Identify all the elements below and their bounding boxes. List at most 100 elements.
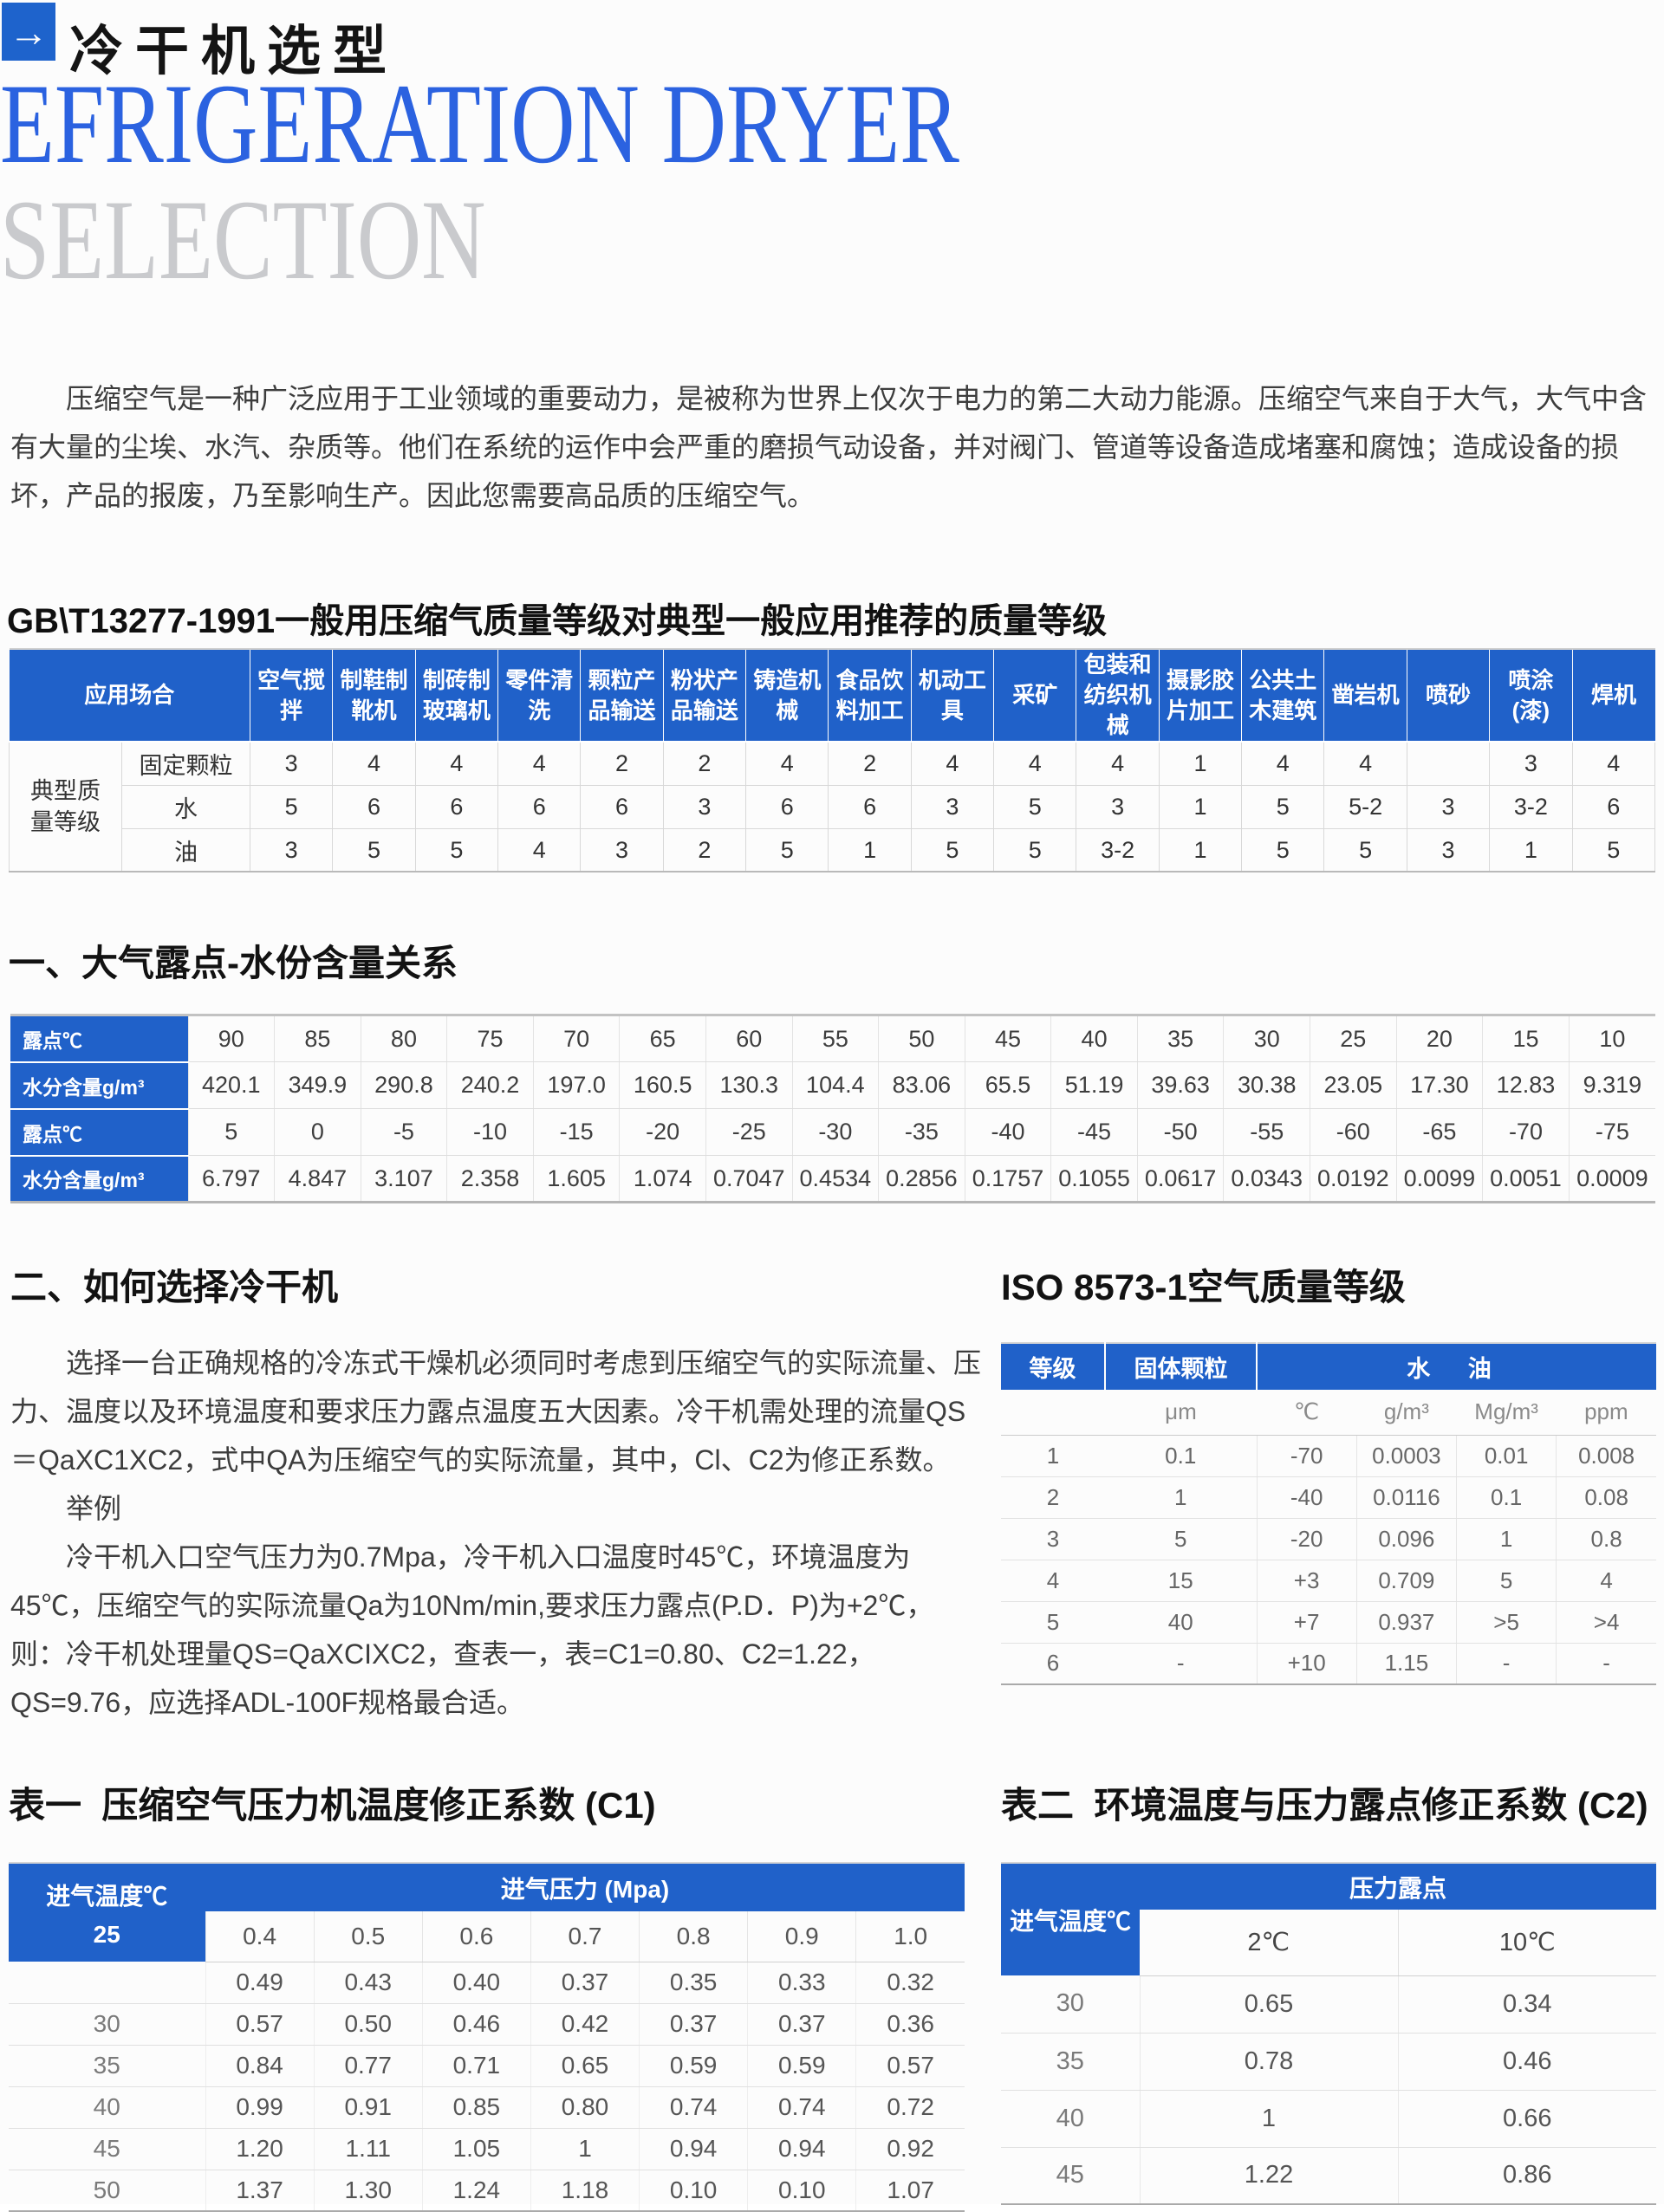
- iso-cell: +7: [1256, 1601, 1357, 1644]
- c2-cell: 0.65: [1139, 1975, 1398, 2034]
- c1-cell: 0.94: [639, 2128, 748, 2170]
- c2-row-label: 30: [1001, 1975, 1140, 2034]
- iso-cell: 0.709: [1355, 1560, 1457, 1602]
- iso-cell: 0.8: [1556, 1518, 1656, 1560]
- iso-cell: -40: [1256, 1476, 1357, 1519]
- dew-cell: -50: [1136, 1108, 1224, 1156]
- table-row: 水 5 6 6 6 6 3 6 6 3 5 3 1 5 5-2 3 3-2 6: [10, 784, 1656, 829]
- gb-cell: 4: [497, 827, 582, 872]
- c1-cell: 0.57: [855, 2045, 965, 2087]
- gb-group-label: 典型质量等级: [9, 741, 122, 872]
- gb-cell: 5: [414, 827, 499, 872]
- table-row: 油 3 5 5 4 3 2 5 1 5 5 3-2 1 5 5 3 1 5: [10, 827, 1656, 872]
- gb-cell: 5: [993, 784, 1077, 829]
- c1-cell: 0.94: [747, 2128, 856, 2170]
- gb-cell: 1: [1489, 827, 1573, 872]
- gb-column-header: 空气搅拌: [250, 649, 334, 743]
- gb-cell: 1: [828, 827, 912, 872]
- iso-cell: 1: [1455, 1518, 1557, 1560]
- iso-cell: 15: [1105, 1560, 1257, 1602]
- page-title: 冷干机选型: [69, 22, 400, 81]
- c2-corner-header: 进气温度℃: [1001, 1863, 1140, 1975]
- dew-cell: 51.19: [1050, 1061, 1138, 1109]
- c1-cell: 0.32: [855, 1962, 965, 2004]
- table-row: 0.49 0.43 0.40 0.37 0.35 0.33 0.32: [9, 1962, 965, 2004]
- table-row: 1 0.1 -70 0.0003 0.01 0.008: [1001, 1435, 1656, 1477]
- c1-cell: 0.37: [530, 1962, 640, 2004]
- c2-cell: 0.78: [1139, 2033, 1398, 2091]
- c1-section: 表一 压缩空气压力机温度修正系数 (C1) 进气温度℃ 25 进气压力 (Mpa) 0…: [9, 1776, 966, 2212]
- dew-cell: 90: [187, 1015, 275, 1062]
- gb-cell: 4: [910, 741, 995, 786]
- dew-cell: 39.63: [1136, 1061, 1224, 1109]
- c1-cell: 1.07: [855, 2170, 965, 2212]
- c1-row-label: 50: [9, 2170, 205, 2212]
- c1-cell: 0.59: [747, 2045, 856, 2087]
- table-row: 50 1.37 1.30 1.24 1.18 0.10 0.10 1.07: [9, 2170, 965, 2212]
- iso-cell: 0.01: [1455, 1435, 1557, 1477]
- iso-grade-header: 等级: [1001, 1343, 1106, 1390]
- dew-cell: 0.1757: [964, 1155, 1051, 1203]
- c1-pressure-value: 0.7: [530, 1911, 640, 1962]
- c2-cell: 1: [1139, 2090, 1398, 2148]
- c1-cell: 0.40: [421, 1962, 531, 2004]
- c1-cell: 0.37: [639, 2003, 748, 2046]
- c2-row-label: 40: [1001, 2090, 1140, 2148]
- dew-cell: 0.0099: [1395, 1155, 1483, 1203]
- c2-dewpoint-header: 压力露点: [1140, 1863, 1656, 1910]
- gb-cell: 4: [1241, 741, 1325, 786]
- dew-cell: 30.38: [1223, 1061, 1310, 1109]
- c2-section: 表二 环境温度与压力露点修正系数 (C2) 进气温度℃ 压力露点 2℃ 10℃ 30 0.…: [1001, 1776, 1656, 2205]
- gb-column-header: 采矿: [993, 649, 1077, 743]
- iso-unit: μm: [1105, 1390, 1257, 1436]
- table-row: 40 1 0.66: [1001, 2090, 1656, 2148]
- c2-cell: 0.66: [1397, 2090, 1656, 2148]
- gb-column-header: 铸造机械: [745, 649, 829, 743]
- iso-solid-header: 固体颗粒: [1105, 1343, 1258, 1390]
- dew-cell: 160.5: [619, 1061, 706, 1109]
- c1-cell: 0.37: [747, 2003, 856, 2046]
- c1-corner-line2: 25: [93, 1920, 120, 1948]
- dew-cell: 80: [360, 1015, 447, 1062]
- dew-cell: -20: [619, 1108, 706, 1156]
- page-title-english: EFRIGERATION DRYER: [0, 60, 959, 187]
- dew-cell: -70: [1482, 1108, 1570, 1156]
- gb-standard-heading: GB\T13277-1991一般用压缩气质量等级对典型一般应用推荐的质量等级: [7, 602, 1108, 640]
- dew-cell: 1.074: [619, 1155, 706, 1203]
- dew-cell: -60: [1310, 1108, 1397, 1156]
- table-row: 水分含量g/m³ 6.797 4.847 3.107 2.358 1.605 1.074 0.…: [10, 1155, 1655, 1203]
- gb-cell: 1: [1158, 741, 1243, 786]
- c1-row-label: 40: [9, 2086, 205, 2129]
- gb-row-label: 固定颗粒: [120, 741, 251, 786]
- gb-cell: 4: [1076, 741, 1160, 786]
- c1-cell: 1.18: [530, 2170, 640, 2212]
- gb-cell: 4: [1571, 741, 1656, 786]
- dew-cell: 0.2856: [878, 1155, 965, 1203]
- dew-cell: 0.1055: [1050, 1155, 1138, 1203]
- dew-cell: 25: [1310, 1015, 1397, 1062]
- gb-column-header: 粉状产品输送: [663, 649, 747, 743]
- gb-column-header: 焊机: [1572, 649, 1655, 743]
- gb-cell: 3: [662, 784, 747, 829]
- gb-cell: 4: [993, 741, 1077, 786]
- c1-cell: 0.36: [855, 2003, 965, 2046]
- dew-cell: -30: [791, 1108, 879, 1156]
- c2-cell: 0.86: [1397, 2147, 1656, 2205]
- section-2-heading: 二、如何选择冷干机: [10, 1267, 339, 1307]
- c1-pressure-value: 0.8: [639, 1911, 748, 1962]
- iso-section: ISO 8573-1空气质量等级 等级 固体颗粒水 油 μm ℃ g/m³ Mg/m³ pp…: [1001, 1258, 1656, 1685]
- iso-unit: [1001, 1390, 1105, 1436]
- iso-cell: 5: [1105, 1518, 1257, 1560]
- table-row: 3 5 -20 0.096 1 0.8: [1001, 1518, 1656, 1560]
- c1-pressure-value: 1.0: [855, 1911, 965, 1962]
- gb-cell: 6: [332, 784, 416, 829]
- table-row: 典型质量等级 固定颗粒 3 4 4 4 2 2 4 2 4 4 4 1 4 4 3 4: [9, 741, 1656, 872]
- dew-cell: -40: [964, 1108, 1051, 1156]
- table-row: 2 1 -40 0.0116 0.1 0.08: [1001, 1476, 1656, 1519]
- dew-cell: 130.3: [705, 1061, 793, 1109]
- gb-cell: 5-2: [1323, 784, 1407, 829]
- iso-cell: 0.937: [1355, 1601, 1457, 1644]
- dew-cell: 0: [274, 1108, 361, 1156]
- gb-column-header: 零件清洗: [497, 649, 582, 743]
